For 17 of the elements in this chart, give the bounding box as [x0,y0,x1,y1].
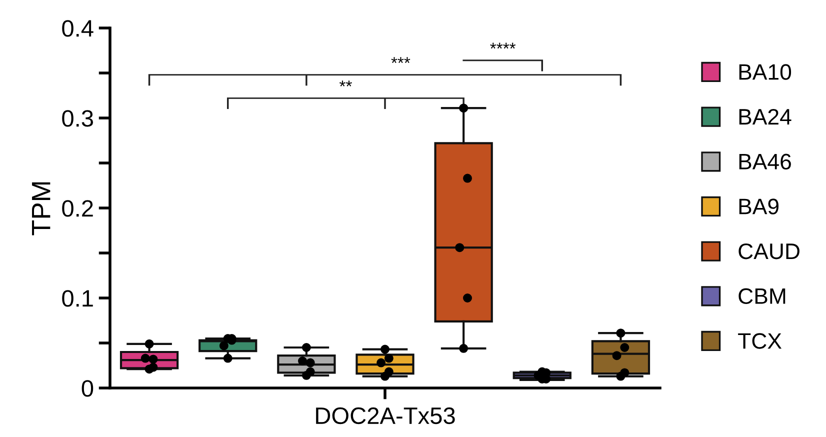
y-tick-label: 0.1 [62,290,93,307]
annotation: **** [490,42,516,49]
annotation: ** [339,80,352,86]
legend-label: BA10 [739,64,792,80]
y-tick-label: 0.4 [62,20,94,37]
legend-label: BA46 [739,154,791,170]
legend-label: CAUD [738,243,800,260]
y-tick-label: 0 [82,380,94,397]
annotation: *** [391,57,410,64]
legend-label: BA9 [739,198,779,214]
legend-label: TCX [738,333,782,349]
y-tick-label: 0.2 [62,200,93,217]
x-axis-title: DOC2A-Tx53 [316,407,455,424]
legend-label: CBM [738,288,786,304]
legend-label: BA24 [739,108,792,124]
y-tick-label: 0.3 [62,110,93,127]
y-axis-title: TPM [32,182,50,236]
